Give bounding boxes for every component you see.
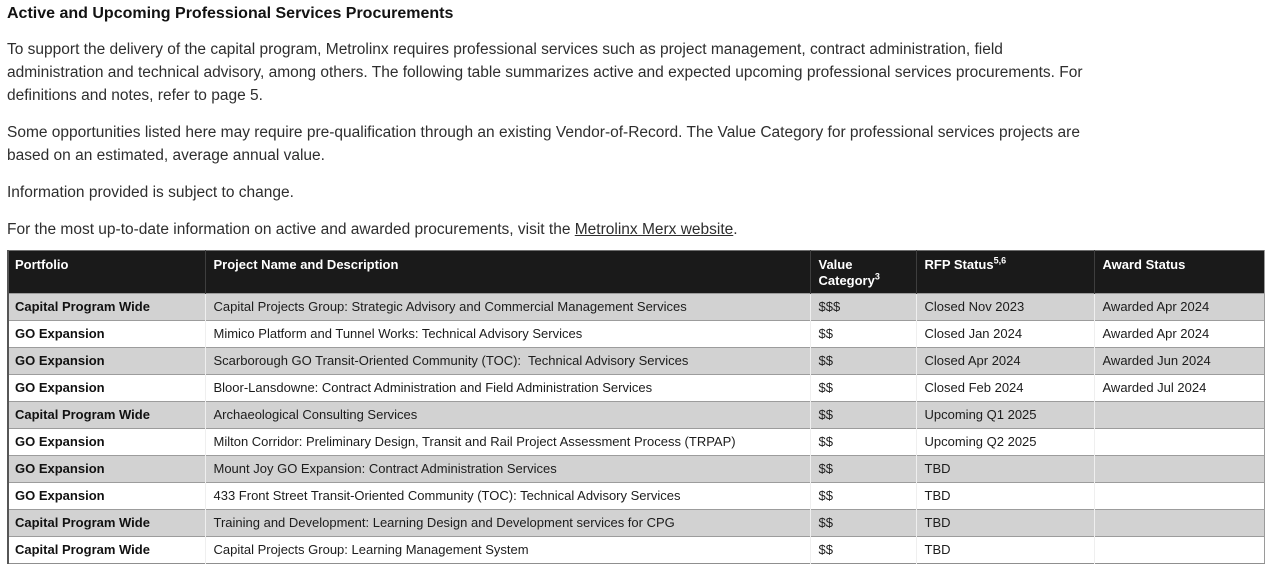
table-row: Capital Program Wide Capital Projects Gr… bbox=[8, 536, 1264, 564]
cell-award-status: Awarded Apr 2024 bbox=[1093, 293, 1264, 321]
cell-project: Training and Development: Learning Desig… bbox=[204, 509, 810, 537]
table-header: Portfolio Project Name and Description V… bbox=[8, 250, 1264, 294]
cell-portfolio: Capital Program Wide bbox=[8, 536, 205, 564]
table-header-row: Portfolio Project Name and Description V… bbox=[8, 250, 1264, 294]
cell-rfp-status: TBD bbox=[915, 455, 1094, 483]
cell-value-category: $$ bbox=[809, 428, 916, 456]
intro-paragraph-4: For the most up-to-date information on a… bbox=[7, 218, 1264, 241]
column-header-label: RFP Status bbox=[924, 257, 994, 272]
cell-portfolio: GO Expansion bbox=[8, 455, 205, 483]
cell-value-category: $$ bbox=[809, 482, 916, 510]
intro-paragraph-3: Information provided is subject to chang… bbox=[7, 184, 294, 201]
cell-award-status bbox=[1093, 482, 1264, 510]
merx-sentence-suffix: . bbox=[733, 221, 738, 238]
table-row: GO Expansion Bloor-Lansdowne: Contract A… bbox=[8, 374, 1264, 402]
column-header-value-category: Value Category3 bbox=[809, 250, 916, 294]
cell-award-status bbox=[1093, 536, 1264, 564]
cell-project: 433 Front Street Transit-Oriented Commun… bbox=[204, 482, 810, 510]
cell-award-status: Awarded Jul 2024 bbox=[1093, 374, 1264, 402]
cell-portfolio: GO Expansion bbox=[8, 347, 205, 375]
cell-portfolio: GO Expansion bbox=[8, 320, 205, 348]
cell-award-status bbox=[1093, 401, 1264, 429]
cell-rfp-status: TBD bbox=[915, 509, 1094, 537]
cell-project: Mount Joy GO Expansion: Contract Adminis… bbox=[204, 455, 810, 483]
cell-rfp-status: Closed Jan 2024 bbox=[915, 320, 1094, 348]
merx-sentence-prefix: For the most up-to-date information on a… bbox=[7, 221, 575, 238]
column-header-rfp-status: RFP Status5,6 bbox=[915, 250, 1094, 294]
cell-rfp-status: TBD bbox=[915, 482, 1094, 510]
cell-project: Capital Projects Group: Learning Managem… bbox=[204, 536, 810, 564]
cell-portfolio: Capital Program Wide bbox=[8, 401, 205, 429]
cell-portfolio: GO Expansion bbox=[8, 374, 205, 402]
value-category-footnote: 3 bbox=[874, 271, 880, 282]
cell-portfolio: GO Expansion bbox=[8, 482, 205, 510]
cell-value-category: $$ bbox=[809, 455, 916, 483]
cell-rfp-status: Closed Feb 2024 bbox=[915, 374, 1094, 402]
cell-rfp-status: Closed Apr 2024 bbox=[915, 347, 1094, 375]
cell-project: Milton Corridor: Preliminary Design, Tra… bbox=[204, 428, 810, 456]
cell-value-category: $$ bbox=[809, 509, 916, 537]
table-row: Capital Program Wide Archaeological Cons… bbox=[8, 401, 1264, 429]
table-row: GO Expansion 433 Front Street Transit-Or… bbox=[8, 482, 1264, 510]
cell-value-category: $$ bbox=[809, 320, 916, 348]
cell-award-status: Awarded Jun 2024 bbox=[1093, 347, 1264, 375]
table-row: Capital Program Wide Training and Develo… bbox=[8, 509, 1264, 537]
rfp-status-footnote: 5,6 bbox=[993, 255, 1007, 266]
procurements-table: Portfolio Project Name and Description V… bbox=[7, 250, 1265, 564]
cell-rfp-status: Upcoming Q2 2025 bbox=[915, 428, 1094, 456]
cell-award-status bbox=[1093, 455, 1264, 483]
cell-value-category: $$$ bbox=[809, 293, 916, 321]
table-row: GO Expansion Milton Corridor: Preliminar… bbox=[8, 428, 1264, 456]
column-header-award-status: Award Status bbox=[1093, 250, 1264, 294]
column-header-label: Portfolio bbox=[15, 257, 69, 272]
cell-project: Capital Projects Group: Strategic Adviso… bbox=[204, 293, 810, 321]
cell-value-category: $$ bbox=[809, 536, 916, 564]
document-page: Active and Upcoming Professional Service… bbox=[7, 4, 1265, 564]
table-row: GO Expansion Mimico Platform and Tunnel … bbox=[8, 320, 1264, 348]
page-title: Active and Upcoming Professional Service… bbox=[7, 4, 1264, 24]
cell-portfolio: Capital Program Wide bbox=[8, 293, 205, 321]
column-header-portfolio: Portfolio bbox=[8, 250, 205, 294]
page-title-text: Active and Upcoming Professional Service… bbox=[7, 5, 454, 22]
cell-award-status: Awarded Apr 2024 bbox=[1093, 320, 1264, 348]
cell-portfolio: Capital Program Wide bbox=[8, 509, 205, 537]
table-row: GO Expansion Mount Joy GO Expansion: Con… bbox=[8, 455, 1264, 483]
intro-paragraph-1: To support the delivery of the capital p… bbox=[7, 41, 1083, 104]
cell-value-category: $$ bbox=[809, 401, 916, 429]
merx-website-link[interactable]: Metrolinx Merx website bbox=[574, 221, 734, 238]
cell-award-status bbox=[1093, 428, 1264, 456]
column-header-label: Project Name and Description bbox=[213, 257, 399, 272]
cell-value-category: $$ bbox=[809, 347, 916, 375]
cell-rfp-status: TBD bbox=[915, 536, 1094, 564]
cell-project: Mimico Platform and Tunnel Works: Techni… bbox=[204, 320, 810, 348]
column-header-label: Value Category bbox=[818, 257, 875, 288]
intro-paragraph-2: Some opportunities listed here may requi… bbox=[7, 124, 1080, 164]
table-row: Capital Program Wide Capital Projects Gr… bbox=[8, 293, 1264, 321]
column-header-label: Award Status bbox=[1102, 257, 1186, 272]
cell-project: Scarborough GO Transit-Oriented Communit… bbox=[204, 347, 810, 375]
table-row: GO Expansion Scarborough GO Transit-Orie… bbox=[8, 347, 1264, 375]
cell-rfp-status: Upcoming Q1 2025 bbox=[915, 401, 1094, 429]
column-header-project: Project Name and Description bbox=[204, 250, 810, 294]
cell-project: Archaeological Consulting Services bbox=[204, 401, 810, 429]
cell-award-status bbox=[1093, 509, 1264, 537]
cell-rfp-status: Closed Nov 2023 bbox=[915, 293, 1094, 321]
cell-portfolio: GO Expansion bbox=[8, 428, 205, 456]
cell-project: Bloor-Lansdowne: Contract Administration… bbox=[204, 374, 810, 402]
table-body: Capital Program Wide Capital Projects Gr… bbox=[8, 293, 1264, 564]
cell-value-category: $$ bbox=[809, 374, 916, 402]
